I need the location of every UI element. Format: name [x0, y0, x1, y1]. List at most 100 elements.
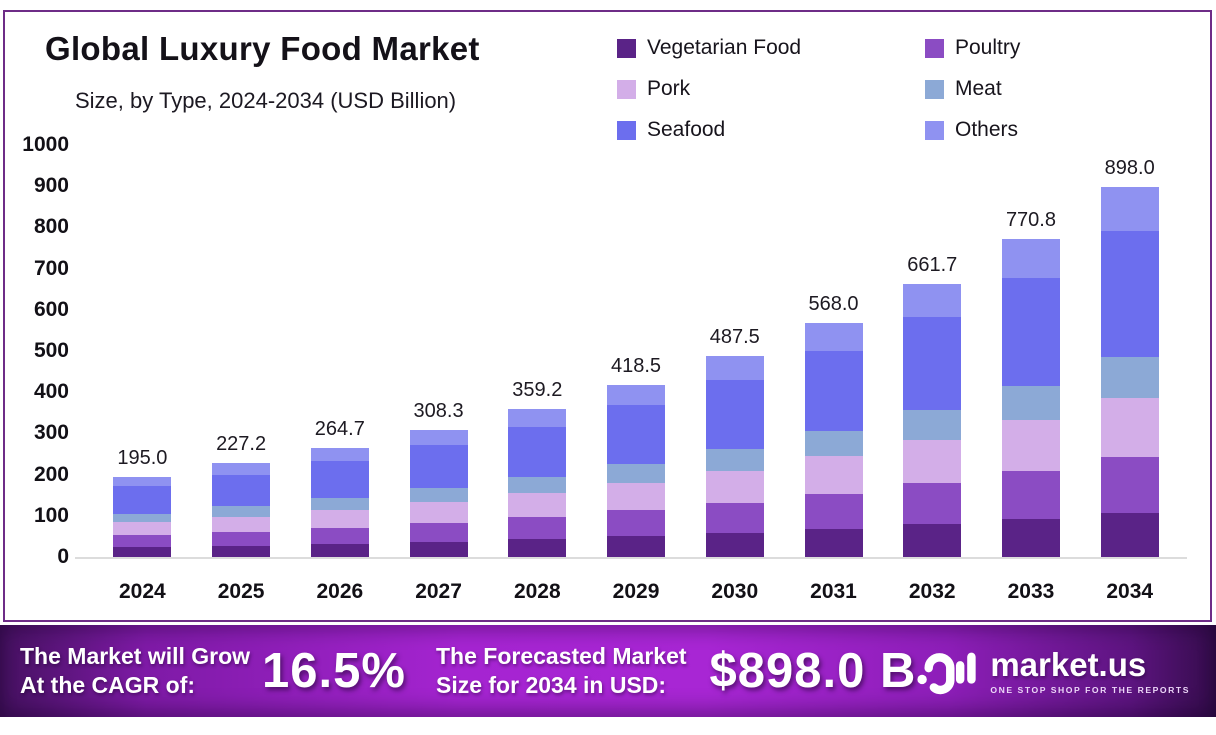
y-tick-label: 400 [33, 380, 69, 404]
bar-total-label: 568.0 [808, 293, 859, 316]
bar-segment-poultry [705, 502, 764, 533]
bar-segment-meat [903, 409, 962, 440]
bar-segment-vegetarian-food [1100, 512, 1159, 557]
bar-segment-others [113, 476, 172, 487]
bar-segment-seafood [508, 426, 567, 478]
bar-segment-pork [212, 516, 271, 532]
bar-segment-vegetarian-food [310, 543, 369, 557]
legend-item-pork: Pork [617, 75, 925, 103]
legend-swatch-poultry [925, 38, 944, 58]
bar-segment-vegetarian-food [212, 545, 271, 557]
legend-label: Seafood [647, 118, 726, 141]
bar-2034: 898.0 [1080, 145, 1179, 557]
bar-segment-seafood [804, 351, 863, 431]
bar-segment-pork [804, 456, 863, 494]
bar-segment-poultry [903, 483, 962, 525]
legend-swatch-seafood [617, 120, 636, 140]
legend-swatch-vegetarian-food [617, 38, 636, 58]
brand-name: market.us [990, 645, 1147, 683]
legend-swatch-pork [617, 79, 636, 99]
bar-total-label: 487.5 [709, 326, 760, 349]
bar-segment-poultry [804, 493, 863, 529]
bar-segment-seafood [212, 474, 271, 507]
bar-segment-others [212, 463, 271, 475]
bar-segment-vegetarian-food [903, 524, 962, 557]
bar-segment-others [1100, 187, 1159, 232]
bar-segment-seafood [409, 445, 468, 489]
market-us-logo-icon [917, 652, 976, 695]
x-tick-label-2031: 2031 [810, 580, 857, 603]
brand-tagline: ONE STOP SHOP FOR THE REPORTS [990, 684, 1190, 695]
bar-segment-meat [212, 506, 271, 517]
bar-segment-seafood [607, 405, 666, 464]
legend-item-poultry: Poultry [925, 34, 1020, 62]
x-tick-label-2024: 2024 [119, 580, 166, 603]
y-tick-label: 1000 [22, 133, 69, 156]
bar-segment-others [1001, 239, 1060, 278]
x-tick-label-2032: 2032 [908, 580, 956, 603]
x-tick-label-2025: 2025 [217, 580, 265, 603]
bar-segment-others [508, 409, 567, 427]
bar-stack-2029 [607, 384, 666, 557]
bar-segment-seafood [1100, 231, 1159, 358]
legend-label: Pork [647, 77, 691, 100]
bar-segment-poultry [212, 531, 271, 546]
y-tick-label: 600 [33, 297, 69, 321]
bar-segment-others [804, 323, 863, 352]
bar-stack-2026 [310, 447, 369, 557]
cagr-value: 16.5% [262, 644, 406, 698]
bar-segment-poultry [607, 510, 666, 537]
y-tick-label: 900 [33, 174, 69, 198]
cagr-label-line1: The Market will Grow [20, 642, 251, 669]
bar-stack-2024 [113, 476, 172, 557]
bar-2033: 770.8 [982, 145, 1081, 557]
bar-stack-2028 [508, 409, 567, 557]
bar-segment-pork [1100, 397, 1159, 458]
chart-panel: Global Luxury Food Market Size, by Type,… [3, 10, 1212, 622]
bar-2029: 418.5 [587, 145, 686, 557]
bar-stack-2027 [409, 430, 468, 557]
bar-segment-vegetarian-food [409, 541, 468, 557]
footer-banner: The Market will Grow At the CAGR of: 16.… [0, 625, 1216, 717]
plot-area: 195.0 227.2 264.7 308.3 359.2 418.5 487.5 568.0… [93, 145, 1179, 557]
bar-total-label: 770.8 [1005, 209, 1056, 232]
x-tick-label-2029: 2029 [612, 580, 660, 603]
bar-segment-others [607, 384, 666, 406]
bar-segment-poultry [1100, 457, 1159, 513]
forecast-label: The Forecasted Market Size for 2034 in U… [436, 642, 695, 701]
bar-segment-seafood [903, 317, 962, 410]
legend-label: Poultry [955, 36, 1021, 59]
bar-stack-2025 [212, 463, 271, 557]
bar-total-label: 195.0 [117, 446, 168, 469]
x-axis-labels: 2024 2025 2026 2027 2028 2029 2030 2031 2032 2033… [93, 580, 1179, 604]
legend-item-others: Others [925, 116, 1020, 144]
bar-segment-seafood [705, 380, 764, 449]
bar-segment-vegetarian-food [508, 539, 567, 557]
bar-segment-meat [409, 488, 468, 503]
legend-item-vegetarian-food: Vegetarian Food [617, 34, 925, 62]
bar-segment-pork [607, 482, 666, 511]
bar-stack-2034 [1100, 187, 1159, 557]
chart-subtitle: Size, by Type, 2024-2034 (USD Billion) [75, 88, 457, 113]
bar-total-label: 308.3 [413, 400, 464, 423]
bar-segment-pork [508, 493, 567, 518]
bar-stack-2033 [1001, 239, 1060, 557]
bar-total-label: 227.2 [216, 433, 267, 456]
y-axis: 0 100 200 300 400 500 600 700 800 900 1000 [5, 133, 77, 568]
bar-total-label: 418.5 [611, 354, 662, 377]
y-tick-label: 700 [33, 256, 69, 280]
bar-segment-poultry [1001, 471, 1060, 519]
bar-segment-others [705, 356, 764, 381]
bar-segment-meat [1001, 385, 1060, 421]
bar-segment-others [903, 284, 962, 318]
cagr-label: The Market will Grow At the CAGR of: [20, 642, 256, 701]
bar-segment-seafood [1001, 277, 1060, 386]
x-axis-line [75, 557, 1187, 559]
bar-2027: 308.3 [389, 145, 488, 557]
bar-segment-pork [1001, 420, 1060, 472]
bar-2025: 227.2 [192, 145, 291, 557]
bar-segment-poultry [310, 527, 369, 544]
bar-2028: 359.2 [488, 145, 587, 557]
legend-label: Others [955, 118, 1019, 141]
legend: Vegetarian Food Poultry Pork Meat Seafood Oth… [617, 34, 1020, 144]
